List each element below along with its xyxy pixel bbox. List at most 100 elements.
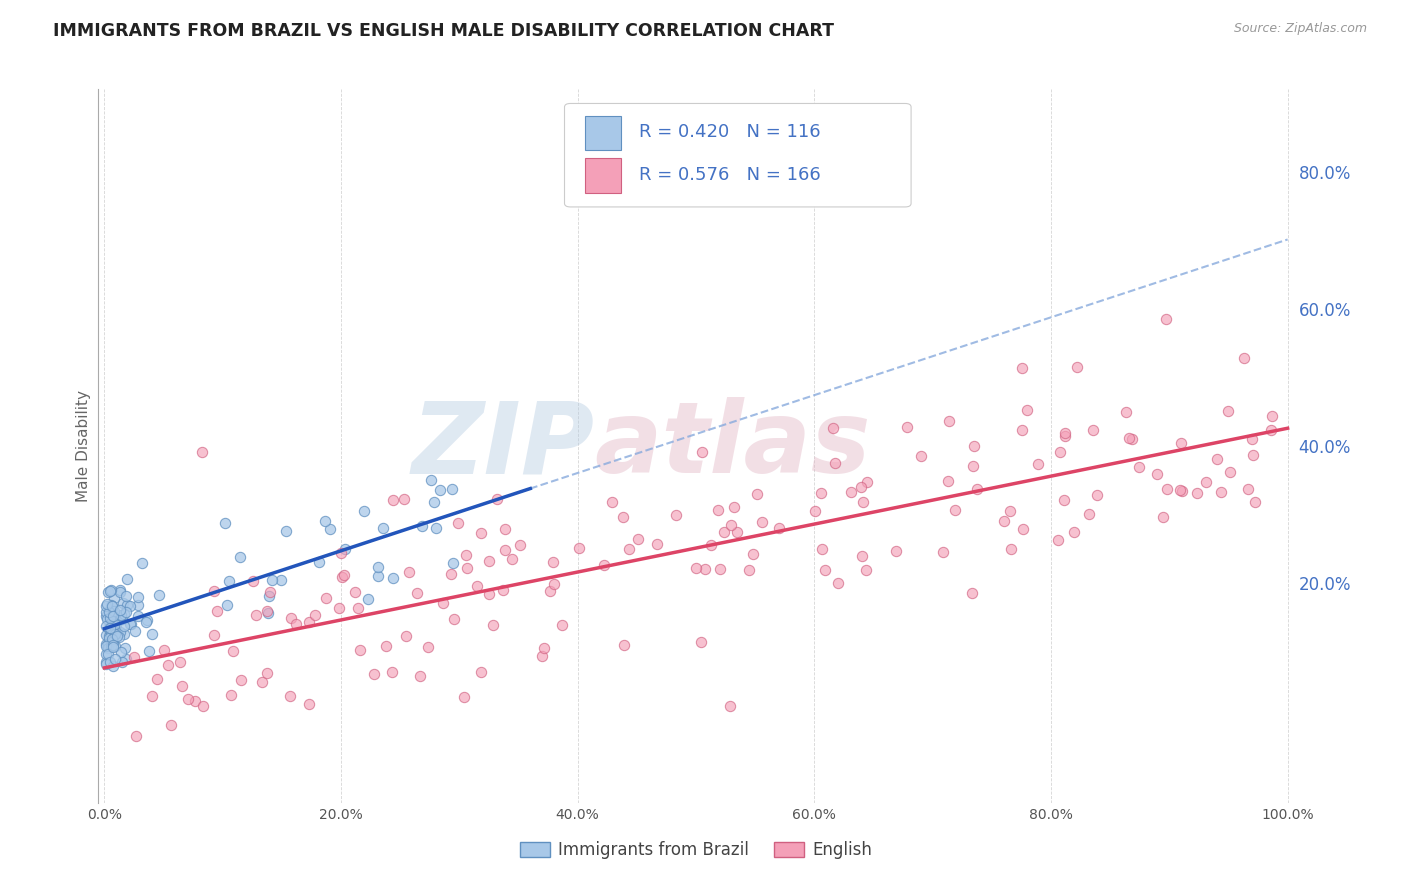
Point — [718, 698, 741, 713]
Point — [1121, 432, 1143, 446]
Point — [135, 613, 157, 627]
Point — [1170, 436, 1192, 450]
Point — [104, 651, 127, 665]
Point — [398, 565, 420, 579]
Point — [932, 545, 955, 559]
Point — [103, 629, 125, 643]
Point — [685, 561, 707, 575]
Point — [367, 569, 389, 583]
Point — [1054, 426, 1077, 441]
Point — [94, 619, 117, 633]
Point — [217, 598, 239, 612]
Point — [470, 525, 492, 540]
Point — [1078, 507, 1101, 521]
FancyBboxPatch shape — [565, 103, 911, 207]
Point — [110, 645, 132, 659]
Point — [613, 638, 636, 652]
Point — [1128, 460, 1150, 475]
Point — [690, 445, 713, 459]
Point — [256, 665, 278, 680]
Text: R = 0.420   N = 116: R = 0.420 N = 116 — [638, 123, 820, 141]
Point — [98, 611, 121, 625]
Point — [298, 697, 321, 711]
Legend: Immigrants from Brazil, English: Immigrants from Brazil, English — [513, 835, 879, 866]
Point — [993, 514, 1015, 528]
Point — [600, 494, 623, 508]
Point — [465, 578, 488, 592]
Point — [104, 610, 127, 624]
Point — [1233, 351, 1256, 366]
Point — [101, 614, 124, 628]
Point — [114, 589, 136, 603]
Point — [541, 555, 564, 569]
Point — [1049, 444, 1071, 458]
Point — [98, 622, 121, 636]
Point — [97, 647, 120, 661]
Point — [689, 635, 711, 649]
Point — [1011, 360, 1033, 375]
Point — [94, 636, 117, 650]
Point — [127, 599, 149, 613]
Point — [219, 688, 242, 702]
Point — [1261, 409, 1284, 423]
Point — [725, 524, 748, 539]
Point — [285, 617, 308, 632]
Bar — [585, 116, 620, 150]
Point — [138, 644, 160, 658]
Point — [884, 543, 907, 558]
Point — [100, 582, 122, 597]
Point — [1012, 522, 1035, 536]
Point — [706, 503, 728, 517]
Point — [114, 640, 136, 655]
Point — [367, 559, 389, 574]
Point — [252, 674, 274, 689]
Point — [112, 618, 135, 632]
Point — [751, 515, 773, 529]
Point — [538, 583, 561, 598]
Point — [998, 504, 1021, 518]
Point — [101, 599, 124, 613]
Point — [938, 414, 960, 428]
Point — [723, 500, 745, 514]
Point — [1115, 405, 1137, 419]
Point — [184, 694, 207, 708]
Point — [202, 583, 225, 598]
Point — [713, 524, 735, 539]
Point — [1047, 533, 1070, 548]
Point — [262, 573, 284, 587]
Point — [98, 621, 121, 635]
Point — [222, 644, 245, 658]
Point — [568, 541, 591, 556]
Point — [127, 590, 149, 604]
Point — [700, 539, 723, 553]
Text: atlas: atlas — [595, 398, 870, 494]
Point — [1066, 359, 1088, 374]
Point — [103, 616, 125, 631]
Point — [768, 521, 790, 535]
Point — [1195, 475, 1218, 489]
Point — [810, 485, 832, 500]
Point — [108, 625, 131, 640]
Point — [100, 627, 122, 641]
Point — [115, 572, 138, 586]
Point — [374, 639, 396, 653]
Point — [101, 606, 124, 620]
Point — [141, 689, 163, 703]
Point — [363, 667, 385, 681]
Point — [896, 420, 918, 434]
Point — [665, 508, 688, 522]
Point — [454, 548, 477, 562]
Point — [104, 617, 127, 632]
Point — [804, 503, 827, 517]
Point — [204, 628, 226, 642]
Point — [910, 449, 932, 463]
Point — [256, 604, 278, 618]
Point — [962, 586, 984, 600]
Point — [1054, 429, 1077, 443]
Point — [851, 549, 873, 563]
Text: IMMIGRANTS FROM BRAZIL VS ENGLISH MALE DISABILITY CORRELATION CHART: IMMIGRANTS FROM BRAZIL VS ENGLISH MALE D… — [53, 22, 834, 40]
Point — [1146, 467, 1168, 481]
Bar — [585, 159, 620, 193]
Point — [492, 582, 515, 597]
Point — [1053, 493, 1076, 508]
